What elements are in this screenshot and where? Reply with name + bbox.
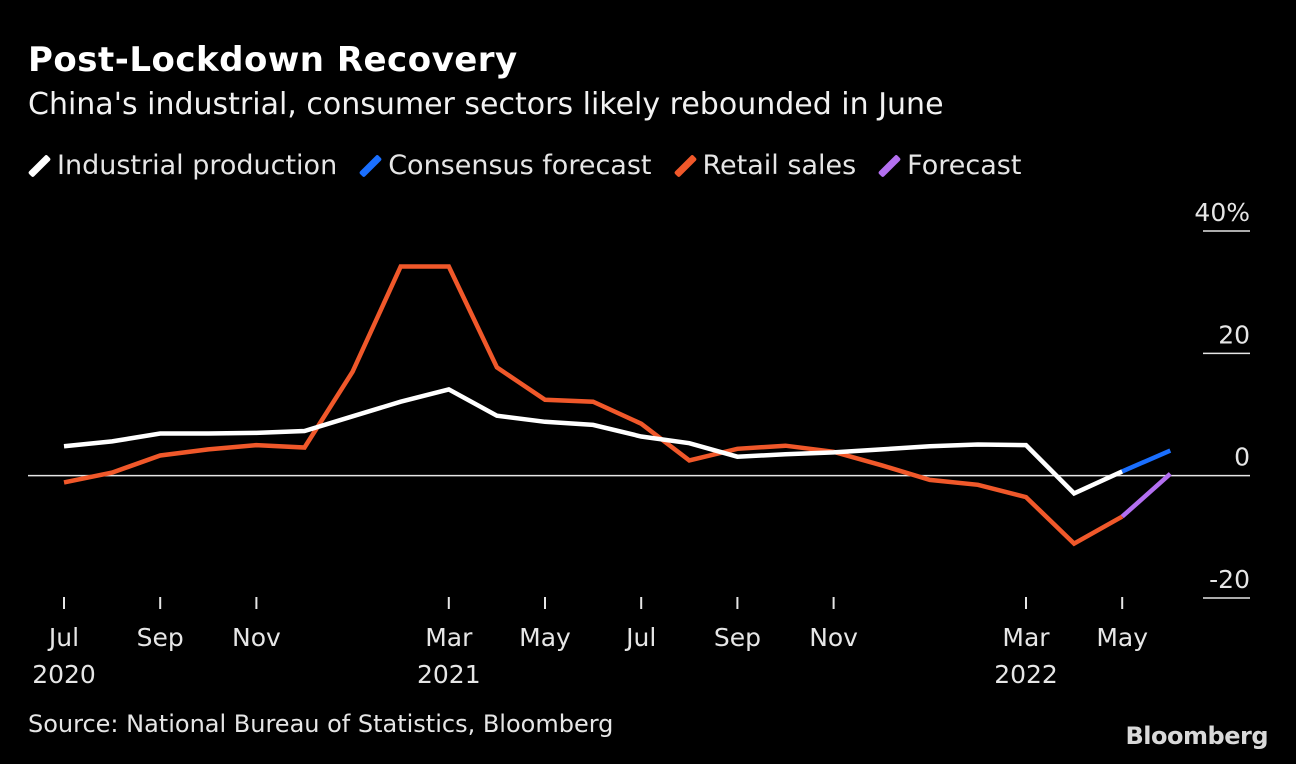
- chart-subtitle: China's industrial, consumer sectors lik…: [28, 87, 944, 122]
- x-tick-label: May: [1096, 623, 1148, 652]
- legend-label: Industrial production: [57, 150, 338, 181]
- legend-label: Retail sales: [702, 150, 857, 181]
- y-tick-label: -20: [1209, 565, 1250, 594]
- source-note: Source: National Bureau of Statistics, B…: [28, 710, 614, 738]
- y-tick-label: 0: [1234, 443, 1250, 472]
- y-axis: 40% 20 0 -20: [28, 198, 1250, 599]
- x-tick-label: Jul: [624, 623, 656, 652]
- x-tick-label: Sep: [714, 623, 761, 652]
- y-tick-label: 20: [1218, 320, 1250, 349]
- series-line-forecast: [1120, 472, 1172, 519]
- legend-item-industrial-production: Industrial production: [27, 150, 338, 181]
- x-tick-year-label: 2020: [32, 660, 96, 689]
- legend-item-forecast: Forecast: [878, 150, 1021, 181]
- x-tick-label: Nov: [232, 623, 281, 652]
- series-layer: [63, 264, 1172, 547]
- chart-title: Post-Lockdown Recovery: [28, 40, 518, 80]
- legend-label: Forecast: [907, 150, 1022, 181]
- x-tick-label: Nov: [809, 623, 858, 652]
- legend-item-retail-sales: Retail sales: [673, 150, 857, 181]
- series-line-consensus-forecast: [1121, 448, 1172, 474]
- x-tick-year-label: 2021: [417, 660, 481, 689]
- bloomberg-logo: Bloomberg: [1125, 722, 1269, 750]
- legend-label: Consensus forecast: [388, 150, 652, 181]
- x-tick-label: Sep: [137, 623, 184, 652]
- series-line-industrial-production: [63, 387, 1124, 497]
- legend: Industrial production Consensus forecast…: [27, 150, 1043, 181]
- x-tick-label: Jul: [47, 623, 79, 652]
- x-axis: Jul 2020 Sep Nov Mar 2021 May Jul Sep Nov Mar 2022 M…: [32, 597, 1148, 689]
- x-tick-label: Mar: [425, 623, 473, 652]
- y-tick-label: 40%: [1194, 198, 1250, 227]
- legend-item-consensus-forecast: Consensus forecast: [359, 150, 652, 181]
- x-tick-label: May: [519, 623, 571, 652]
- x-tick-year-label: 2022: [994, 660, 1058, 689]
- series-line-retail-sales: [63, 264, 1124, 547]
- x-tick-label: Mar: [1002, 623, 1050, 652]
